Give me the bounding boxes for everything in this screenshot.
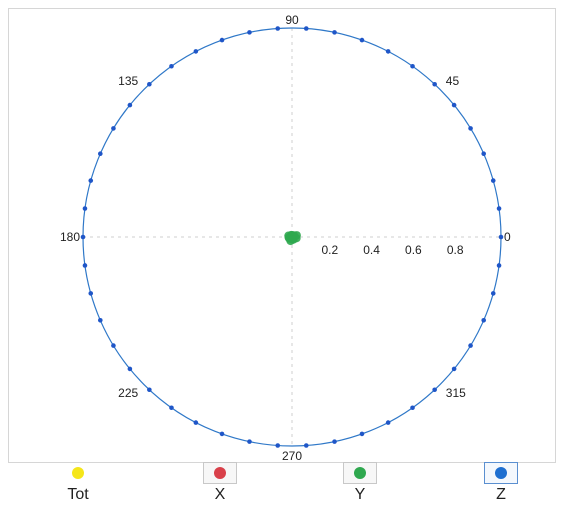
boundary-marker [359,431,365,437]
radial-tick-label: 0.6 [405,243,422,257]
boundary-marker [496,206,502,211]
yellow-dot-icon [72,467,84,479]
boundary-marker [332,30,337,35]
boundary-marker [147,387,152,393]
boundary-marker [169,63,174,69]
boundary-marker [147,81,152,87]
boundary-marker [451,366,457,372]
boundary-marker [127,366,133,372]
green-dot-icon [354,467,366,479]
boundary-marker [219,431,225,437]
radial-labels: 0.2 0.4 0.6 0.8 [321,243,463,257]
boundary-marker [432,81,437,87]
boundary-marker [432,387,437,393]
boundary-marker [98,151,103,157]
boundary-marker [481,317,487,323]
polar-plot-area: 0 45 90 135 180 225 270 315 0.2 0.4 0.6 0.8 [8,8,556,463]
angle-tick-label: 135 [118,74,138,88]
blue-dot-icon [495,467,507,479]
polar-chart: 0 45 90 135 180 225 270 315 0.2 0.4 0.6 0.8 [60,13,511,463]
legend-swatch-tot[interactable] [61,462,95,484]
boundary-marker [88,291,94,296]
legend: Tot X Y Z [0,462,569,508]
boundary-marker [247,439,252,444]
boundary-marker [359,37,365,43]
boundary-marker [498,234,504,240]
legend-item-y[interactable]: Y [330,462,390,504]
boundary-marker [468,343,473,348]
boundary-marker [303,443,309,448]
boundary-marker [98,317,103,323]
boundary-marker [490,178,496,183]
boundary-marker [193,49,199,54]
radial-tick-label: 0.2 [321,243,338,257]
angle-tick-label: 45 [446,74,460,88]
angle-tick-label: 180 [60,230,80,244]
legend-swatch-y[interactable] [343,462,377,484]
red-dot-icon [214,467,226,479]
boundary-marker [193,420,199,425]
boundary-marker [111,343,116,348]
legend-item-tot[interactable]: Tot [48,462,108,504]
legend-item-z[interactable]: Z [471,462,531,504]
legend-swatch-x[interactable] [203,462,237,484]
boundary-marker [385,420,391,425]
data-points [284,230,301,246]
boundary-marker [169,405,174,411]
radial-tick-label: 0.4 [363,243,380,257]
boundary-marker [80,234,86,240]
boundary-marker [88,178,94,183]
angle-tick-label: 270 [282,449,302,463]
boundary-marker [247,30,252,35]
angle-tick-label: 90 [285,13,299,27]
angle-tick-label: 315 [446,386,466,400]
legend-item-x[interactable]: X [190,462,250,504]
boundary-marker [451,102,457,108]
boundary-marker [490,291,496,296]
boundary-marker [410,63,415,69]
boundary-layer [80,26,504,448]
boundary-marker [468,126,473,131]
boundary-marker [82,206,88,211]
legend-label-x: X [214,486,226,503]
angle-tick-label: 225 [118,386,138,400]
boundary-marker [496,263,502,268]
boundary-marker [111,126,116,131]
legend-label-y: Y [354,486,366,503]
data-point-y [288,235,297,244]
boundary-marker [481,151,487,157]
boundary-marker [82,263,88,268]
angle-labels: 0 45 90 135 180 225 270 315 [60,13,511,463]
boundary-marker [219,37,225,43]
boundary-marker [127,102,133,108]
boundary-marker [275,443,281,448]
boundary-marker [303,26,309,31]
angle-tick-label: 0 [504,230,511,244]
boundary-marker [385,49,391,54]
legend-label-z: Z [496,486,506,503]
boundary-marker [410,405,415,411]
radial-tick-label: 0.8 [447,243,464,257]
legend-swatch-z[interactable] [484,462,518,484]
boundary-marker [275,26,281,31]
legend-label-tot: Tot [67,486,89,503]
boundary-marker [332,439,337,444]
